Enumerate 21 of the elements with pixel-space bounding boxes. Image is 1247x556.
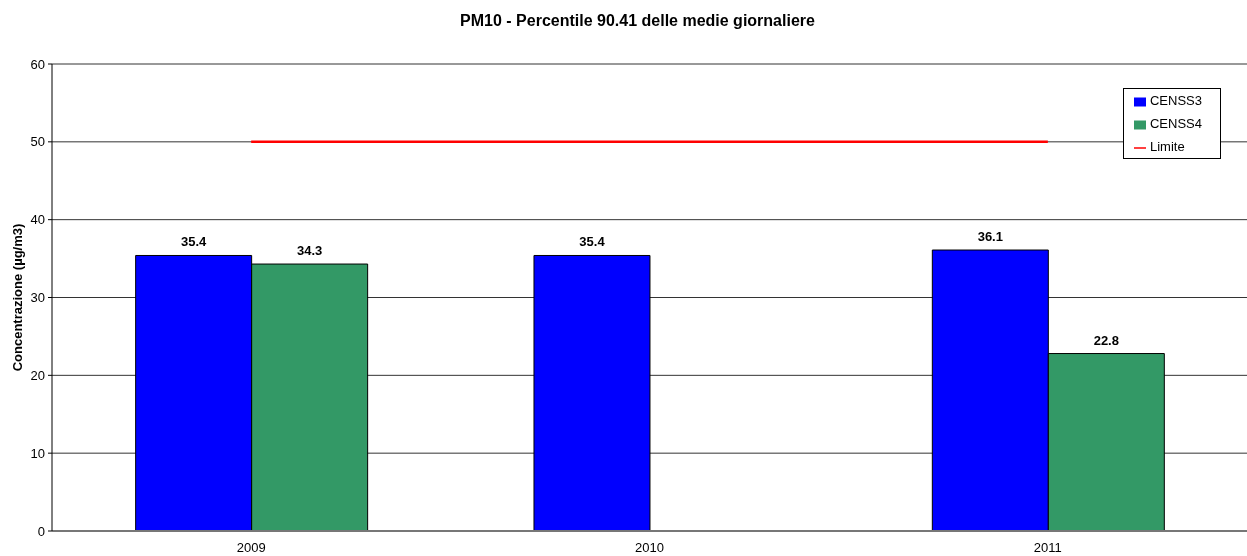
x-tick-label: 2010 (635, 540, 664, 556)
legend-label: CENSS4 (1149, 116, 1202, 131)
data-label: 35.4 (579, 234, 606, 250)
data-label: 36.1 (977, 229, 1003, 245)
bar (533, 254, 651, 531)
y-tick-label: 20 (30, 367, 45, 383)
data-label: 35.4 (180, 234, 208, 250)
y-tick-label: 40 (30, 212, 45, 228)
data-label: 34.3 (296, 243, 323, 259)
y-tick-label: 50 (30, 134, 45, 150)
y-axis-title: Concentrazione (µg/m3) (9, 223, 25, 372)
x-tick-label: 2011 (1033, 540, 1062, 556)
chart-title: PM10 - Percentile 90.41 delle medie giornaliere (459, 12, 815, 30)
y-tick-label: 10 (30, 445, 45, 461)
x-tick-label: 2009 (236, 540, 266, 556)
y-tick-label: 60 (30, 56, 45, 72)
y-tick-label: 0 (37, 523, 45, 539)
y-tick-label: 30 (30, 290, 45, 306)
data-label: 22.8 (1093, 332, 1119, 348)
legend-label: Limite (1149, 139, 1185, 154)
legend-label: CENSS3 (1149, 93, 1202, 108)
